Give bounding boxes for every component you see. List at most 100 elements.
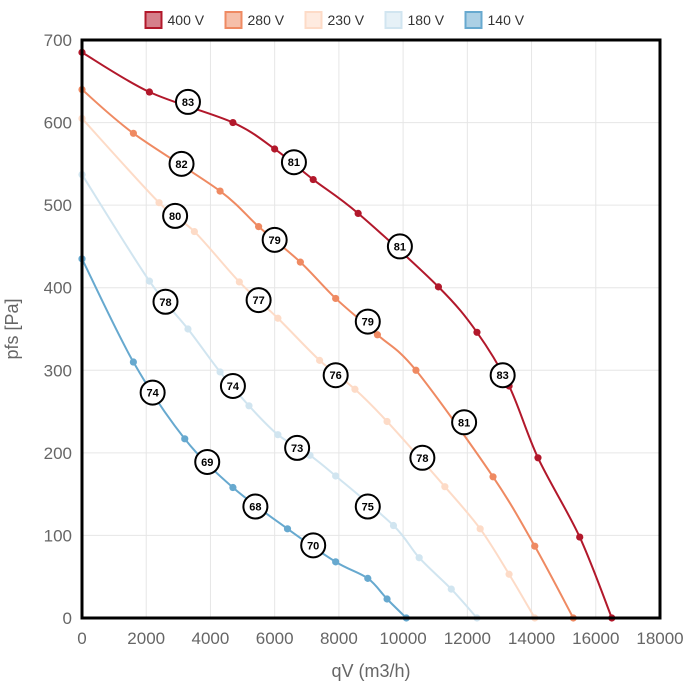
legend-label: 400 V [168,12,205,28]
data-point [235,278,243,286]
data-point [129,358,137,366]
y-axis-title: pfs [Pa] [2,298,22,359]
series-line [81,51,613,619]
efficiency-bubble: 69 [194,448,221,475]
x-axis-title: qV (m3/h) [331,661,410,681]
x-tick-label: 10000 [379,629,426,648]
y-tick-label: 0 [63,609,72,628]
legend-item[interactable]: 140 V [464,11,525,29]
series-line [81,88,575,619]
data-point [229,118,237,127]
data-point [373,331,382,339]
y-tick-label: 300 [44,361,72,380]
data-point [245,402,253,410]
efficiency-bubble: 79 [261,226,288,253]
efficiency-bubble: 74 [139,379,166,406]
x-tick-label: 4000 [192,629,230,648]
x-tick-label: 0 [77,629,86,648]
bubble-label: 77 [252,295,264,307]
bubble-circle [489,362,516,389]
data-point [184,325,192,333]
data-point [190,227,198,236]
data-point [489,473,497,481]
data-point [415,554,423,562]
legend-item[interactable]: 180 V [384,11,445,29]
bubble-circle [219,372,246,399]
legend-item[interactable]: 280 V [224,11,285,29]
x-tick-label: 2000 [127,629,165,648]
bubble-circle [354,308,381,335]
bubble-label: 81 [458,417,470,429]
data-point [216,368,224,376]
legend-swatch [384,11,403,29]
bubble-circle [354,493,381,520]
data-point [216,187,224,195]
bubble-label: 82 [175,159,187,171]
legend-label: 140 V [488,12,525,28]
efficiency-bubble: 83 [174,88,201,115]
bubble-label: 79 [269,235,281,247]
data-point [576,533,584,541]
x-tick-label: 14000 [508,629,555,648]
efficiency-bubble: 79 [354,308,381,335]
bubble-label: 68 [249,502,261,514]
data-point [412,366,420,374]
data-point [383,595,391,603]
data-point [271,145,279,153]
data-point [534,454,542,462]
legend-item[interactable]: 230 V [304,11,365,29]
bubble-label: 83 [182,97,194,109]
data-point [229,483,237,492]
legend-label: 180 V [408,12,445,28]
series-280v [78,85,577,622]
efficiency-bubble: 83 [489,362,516,389]
efficiency-bubble: 77 [245,287,272,314]
data-point [434,283,443,291]
data-point [332,558,340,566]
plot-frame [80,38,662,620]
data-point [441,483,449,491]
bubble-circle [322,362,349,389]
bubble-label: 74 [147,388,160,400]
data-point [383,417,391,426]
bubble-circle [242,493,269,520]
bubble-circle [280,149,307,176]
bubble-label: 73 [291,443,303,455]
efficiency-annotations: 83 82 80 78 74 81 79 77 74 69 81 79 76 73 68 83 81 78 75 70 [139,88,516,559]
efficiency-bubble: 70 [300,532,327,559]
bubble-label: 76 [330,370,342,382]
x-tick-label: 6000 [256,629,294,648]
bubble-circle [451,409,478,436]
bubble-circle [245,287,272,314]
data-point [531,542,539,550]
data-point [316,356,324,364]
bubble-label: 78 [416,453,428,465]
legend-item[interactable]: 400 V [144,11,205,29]
efficiency-bubble: 73 [284,434,311,461]
data-point [309,175,317,184]
bubble-label: 74 [227,381,240,393]
bubble-label: 79 [362,317,374,329]
bubble-circle [386,233,413,260]
bubble-circle [261,226,288,253]
bubble-circle [162,202,189,229]
y-tick-label: 400 [44,279,72,298]
bubble-circle [300,532,327,559]
efficiency-bubble: 78 [409,444,436,471]
series-140v [78,255,410,622]
data-point [505,570,513,578]
x-tick-label: 18000 [636,629,683,648]
data-point [255,223,263,231]
legend-swatch [224,11,243,29]
data-point [332,472,340,480]
x-tick-label: 16000 [572,629,619,648]
efficiency-bubble: 74 [219,372,246,399]
data-point [145,88,154,96]
tick-labels: 0 2000 4000 6000 8000 10000 12000 14000 16000 180… [44,31,684,648]
efficiency-bubble: 80 [162,202,189,229]
legend-swatch [144,11,163,29]
data-point [155,199,163,207]
bubble-circle [284,434,311,461]
data-point [145,277,154,285]
bubble-circle [168,150,195,177]
